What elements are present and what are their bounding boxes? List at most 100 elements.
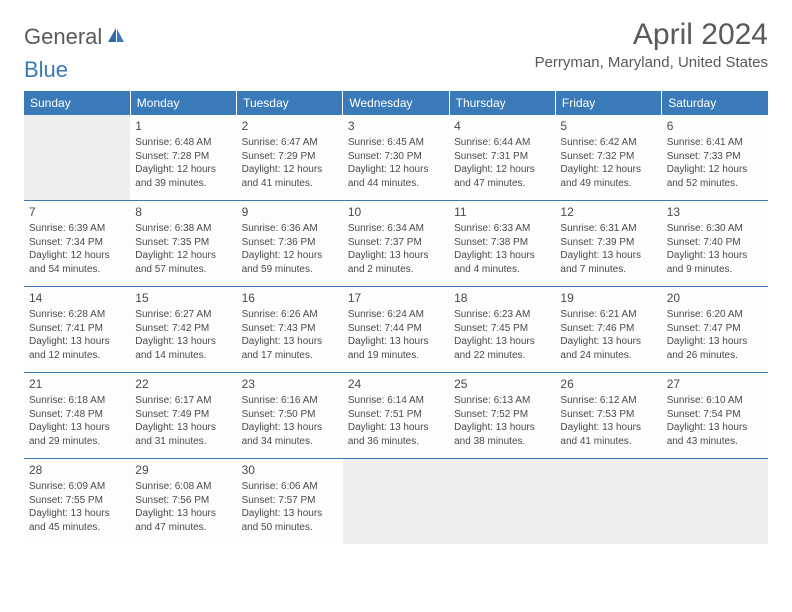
day-number: 8 [135, 204, 231, 220]
daylight-line: Daylight: 13 hours and 14 minutes. [135, 335, 231, 362]
sunset-line: Sunset: 7:57 PM [242, 494, 338, 508]
daylight-line: Daylight: 13 hours and 2 minutes. [348, 249, 444, 276]
logo-text-1: General [24, 24, 102, 50]
sunrise-line: Sunrise: 6:48 AM [135, 136, 231, 150]
calendar-day-cell: 6Sunrise: 6:41 AMSunset: 7:33 PMDaylight… [662, 115, 768, 201]
calendar-day-cell: 7Sunrise: 6:39 AMSunset: 7:34 PMDaylight… [24, 201, 130, 287]
sunrise-line: Sunrise: 6:20 AM [667, 308, 763, 322]
calendar-header-row: SundayMondayTuesdayWednesdayThursdayFrid… [24, 91, 768, 115]
sunrise-line: Sunrise: 6:44 AM [454, 136, 550, 150]
sunset-line: Sunset: 7:36 PM [242, 236, 338, 250]
calendar-day-cell: 12Sunrise: 6:31 AMSunset: 7:39 PMDayligh… [555, 201, 661, 287]
day-number: 14 [29, 290, 125, 306]
sunset-line: Sunset: 7:49 PM [135, 408, 231, 422]
logo-text-2: Blue [24, 57, 68, 83]
sunrise-line: Sunrise: 6:47 AM [242, 136, 338, 150]
day-number: 10 [348, 204, 444, 220]
daylight-line: Daylight: 13 hours and 29 minutes. [29, 421, 125, 448]
day-number: 30 [242, 462, 338, 478]
daylight-line: Daylight: 13 hours and 12 minutes. [29, 335, 125, 362]
day-header: Sunday [24, 91, 130, 115]
sunset-line: Sunset: 7:42 PM [135, 322, 231, 336]
calendar-day-cell: 23 Sunrise: 6:16 AMSunset: 7:50 PMDayligh… [237, 373, 343, 459]
calendar-empty-cell [662, 459, 768, 545]
calendar-week-row: 1Sunrise: 6:48 AMSunset: 7:28 PMDaylight… [24, 115, 768, 201]
title-block: April 2024 Perryman, Maryland, United St… [535, 18, 768, 71]
sunset-line: Sunset: 7:50 PM [242, 408, 338, 422]
location: Perryman, Maryland, United States [535, 54, 768, 71]
sunset-line: Sunset: 7:38 PM [454, 236, 550, 250]
sunrise-line: Sunrise: 6:10 AM [667, 394, 763, 408]
calendar-day-cell: 4Sunrise: 6:44 AMSunset: 7:31 PMDaylight… [449, 115, 555, 201]
daylight-line: Daylight: 13 hours and 34 minutes. [242, 421, 338, 448]
daylight-line: Daylight: 12 hours and 49 minutes. [560, 163, 656, 190]
calendar-day-cell: 10Sunrise: 6:34 AMSunset: 7:37 PMDayligh… [343, 201, 449, 287]
sunset-line: Sunset: 7:52 PM [454, 408, 550, 422]
calendar-day-cell: 27Sunrise: 6:10 AMSunset: 7:54 PMDayligh… [662, 373, 768, 459]
calendar-week-row: 28Sunrise: 6:09 AMSunset: 7:55 PMDayligh… [24, 459, 768, 545]
sunrise-line: Sunrise: 6:16 AM [242, 394, 338, 408]
daylight-line: Daylight: 12 hours and 57 minutes. [135, 249, 231, 276]
sunrise-line: Sunrise: 6:30 AM [667, 222, 763, 236]
daylight-line: Daylight: 13 hours and 36 minutes. [348, 421, 444, 448]
logo-sail-icon [106, 26, 126, 49]
calendar-day-cell: 14Sunrise: 6:28 AMSunset: 7:41 PMDayligh… [24, 287, 130, 373]
sunrise-line: Sunrise: 6:42 AM [560, 136, 656, 150]
sunset-line: Sunset: 7:45 PM [454, 322, 550, 336]
day-number: 25 [454, 376, 550, 392]
sunset-line: Sunset: 7:41 PM [29, 322, 125, 336]
day-number: 12 [560, 204, 656, 220]
day-number: 5 [560, 118, 656, 134]
calendar-day-cell: 21Sunrise: 6:18 AMSunset: 7:48 PMDayligh… [24, 373, 130, 459]
sunrise-line: Sunrise: 6:09 AM [29, 480, 125, 494]
sunrise-line: Sunrise: 6:23 AM [454, 308, 550, 322]
sunrise-line: Sunrise: 6:31 AM [560, 222, 656, 236]
sunset-line: Sunset: 7:55 PM [29, 494, 125, 508]
calendar-day-cell: 8Sunrise: 6:38 AMSunset: 7:35 PMDaylight… [130, 201, 236, 287]
sunset-line: Sunset: 7:54 PM [667, 408, 763, 422]
daylight-line: Daylight: 12 hours and 41 minutes. [242, 163, 338, 190]
calendar-day-cell: 24Sunrise: 6:14 AMSunset: 7:51 PMDayligh… [343, 373, 449, 459]
daylight-line: Daylight: 12 hours and 54 minutes. [29, 249, 125, 276]
sunrise-line: Sunrise: 6:34 AM [348, 222, 444, 236]
day-number: 11 [454, 204, 550, 220]
calendar-week-row: 7Sunrise: 6:39 AMSunset: 7:34 PMDaylight… [24, 201, 768, 287]
day-header: Saturday [662, 91, 768, 115]
calendar-day-cell: 1Sunrise: 6:48 AMSunset: 7:28 PMDaylight… [130, 115, 236, 201]
day-number: 20 [667, 290, 763, 306]
sunset-line: Sunset: 7:30 PM [348, 150, 444, 164]
sunset-line: Sunset: 7:34 PM [29, 236, 125, 250]
sunrise-line: Sunrise: 6:26 AM [242, 308, 338, 322]
sunset-line: Sunset: 7:31 PM [454, 150, 550, 164]
day-number: 23 [242, 376, 338, 392]
day-number: 2 [242, 118, 338, 134]
calendar-day-cell: 29Sunrise: 6:08 AMSunset: 7:56 PMDayligh… [130, 459, 236, 545]
sunrise-line: Sunrise: 6:39 AM [29, 222, 125, 236]
daylight-line: Daylight: 12 hours and 44 minutes. [348, 163, 444, 190]
calendar-day-cell: 28Sunrise: 6:09 AMSunset: 7:55 PMDayligh… [24, 459, 130, 545]
sunset-line: Sunset: 7:35 PM [135, 236, 231, 250]
logo: General [24, 24, 126, 50]
day-number: 9 [242, 204, 338, 220]
calendar-day-cell: 26Sunrise: 6:12 AMSunset: 7:53 PMDayligh… [555, 373, 661, 459]
sunrise-line: Sunrise: 6:17 AM [135, 394, 231, 408]
sunrise-line: Sunrise: 6:06 AM [242, 480, 338, 494]
calendar-day-cell: 18Sunrise: 6:23 AMSunset: 7:45 PMDayligh… [449, 287, 555, 373]
sunrise-line: Sunrise: 6:14 AM [348, 394, 444, 408]
daylight-line: Daylight: 12 hours and 52 minutes. [667, 163, 763, 190]
sunset-line: Sunset: 7:32 PM [560, 150, 656, 164]
sunrise-line: Sunrise: 6:21 AM [560, 308, 656, 322]
daylight-line: Daylight: 13 hours and 24 minutes. [560, 335, 656, 362]
calendar-week-row: 14Sunrise: 6:28 AMSunset: 7:41 PMDayligh… [24, 287, 768, 373]
calendar-day-cell: 19Sunrise: 6:21 AMSunset: 7:46 PMDayligh… [555, 287, 661, 373]
day-number: 19 [560, 290, 656, 306]
calendar-day-cell: 25Sunrise: 6:13 AMSunset: 7:52 PMDayligh… [449, 373, 555, 459]
day-number: 18 [454, 290, 550, 306]
daylight-line: Daylight: 13 hours and 19 minutes. [348, 335, 444, 362]
day-number: 3 [348, 118, 444, 134]
day-number: 21 [29, 376, 125, 392]
sunset-line: Sunset: 7:39 PM [560, 236, 656, 250]
day-number: 1 [135, 118, 231, 134]
sunrise-line: Sunrise: 6:24 AM [348, 308, 444, 322]
day-number: 4 [454, 118, 550, 134]
